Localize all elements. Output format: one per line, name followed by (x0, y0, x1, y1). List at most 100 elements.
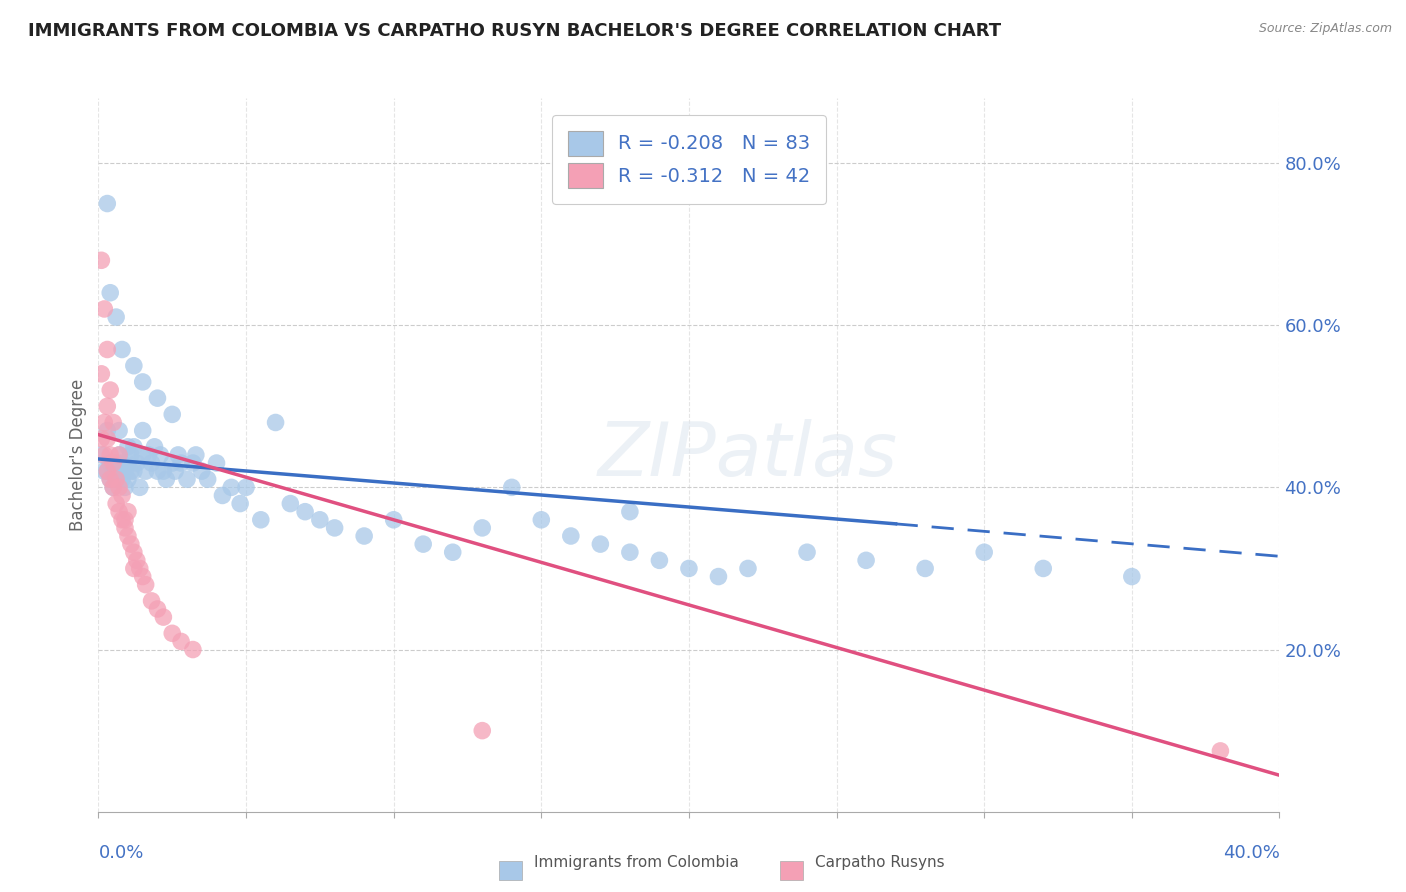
Point (181, 456, 204, 470)
Point (152, 464, 174, 478)
Point (114, 464, 136, 478)
Point (98, 448, 121, 462)
Point (560, 529, 582, 543)
Point (98, 456, 121, 470)
Point (111, 488, 134, 502)
Point (155, 472, 177, 486)
Point (141, 594, 163, 608)
Point (108, 448, 131, 462)
Point (90, 367, 112, 381)
Point (111, 456, 134, 470)
Point (120, 537, 142, 551)
Point (125, 553, 148, 567)
Point (93, 301, 115, 316)
Point (197, 472, 219, 486)
Point (211, 488, 233, 502)
Point (678, 561, 700, 575)
Point (1032, 561, 1054, 575)
Point (96, 464, 118, 478)
Point (441, 545, 464, 559)
Point (382, 513, 405, 527)
Point (122, 359, 145, 373)
Point (108, 448, 131, 462)
Point (103, 416, 125, 430)
Point (146, 602, 169, 616)
Point (90, 253, 112, 268)
Point (471, 723, 494, 738)
Point (96, 424, 118, 438)
Point (973, 545, 995, 559)
Point (235, 480, 257, 494)
Point (141, 456, 163, 470)
Point (149, 448, 172, 462)
Point (105, 472, 128, 486)
Point (1121, 569, 1143, 583)
Point (103, 464, 125, 478)
Point (114, 480, 136, 494)
Point (152, 610, 174, 624)
Point (111, 343, 134, 357)
Point (108, 505, 131, 519)
Point (122, 440, 145, 454)
Point (135, 464, 157, 478)
Y-axis label: Bachelor's Degree: Bachelor's Degree (69, 379, 87, 531)
Point (855, 553, 877, 567)
Point (117, 456, 139, 470)
Point (120, 448, 142, 462)
Point (111, 472, 134, 486)
Point (471, 521, 494, 535)
Point (128, 480, 150, 494)
Point (96, 464, 118, 478)
Point (167, 448, 190, 462)
Point (90, 448, 112, 462)
Point (96, 343, 118, 357)
Point (162, 408, 183, 422)
Point (530, 513, 553, 527)
Point (135, 577, 157, 591)
Point (146, 464, 169, 478)
Text: 0.0%: 0.0% (98, 844, 143, 862)
Point (648, 553, 671, 567)
Text: 40.0%: 40.0% (1223, 844, 1279, 862)
Point (93, 416, 115, 430)
Point (108, 480, 131, 494)
Point (132, 375, 155, 389)
Point (111, 513, 134, 527)
Point (96, 432, 118, 446)
Point (165, 464, 187, 478)
Point (170, 634, 193, 648)
Point (120, 464, 142, 478)
Text: IMMIGRANTS FROM COLOMBIA VS CARPATHO RUSYN BACHELOR'S DEGREE CORRELATION CHART: IMMIGRANTS FROM COLOMBIA VS CARPATHO RUS… (28, 22, 1001, 40)
Point (205, 456, 228, 470)
Point (96, 399, 118, 413)
Point (132, 424, 155, 438)
Point (103, 456, 125, 470)
Point (117, 472, 139, 486)
Text: Source: ZipAtlas.com: Source: ZipAtlas.com (1258, 22, 1392, 36)
Point (176, 472, 198, 486)
Point (132, 448, 155, 462)
Point (105, 497, 128, 511)
Point (96, 196, 118, 211)
Point (122, 561, 145, 575)
Point (162, 626, 183, 640)
Point (122, 545, 145, 559)
Point (117, 529, 139, 543)
Text: Carpatho Rusyns: Carpatho Rusyns (815, 855, 945, 870)
Point (589, 537, 612, 551)
Point (294, 505, 316, 519)
Point (93, 464, 115, 478)
Point (264, 416, 287, 430)
Point (114, 521, 136, 535)
Point (229, 497, 252, 511)
Point (219, 480, 242, 494)
Point (737, 561, 759, 575)
Point (619, 505, 641, 519)
Point (143, 440, 166, 454)
Point (323, 521, 346, 535)
Point (138, 448, 160, 462)
Point (108, 424, 131, 438)
Point (146, 391, 169, 405)
Point (619, 545, 641, 559)
Legend: R = -0.208   N = 83, R = -0.312   N = 42: R = -0.208 N = 83, R = -0.312 N = 42 (553, 115, 825, 204)
